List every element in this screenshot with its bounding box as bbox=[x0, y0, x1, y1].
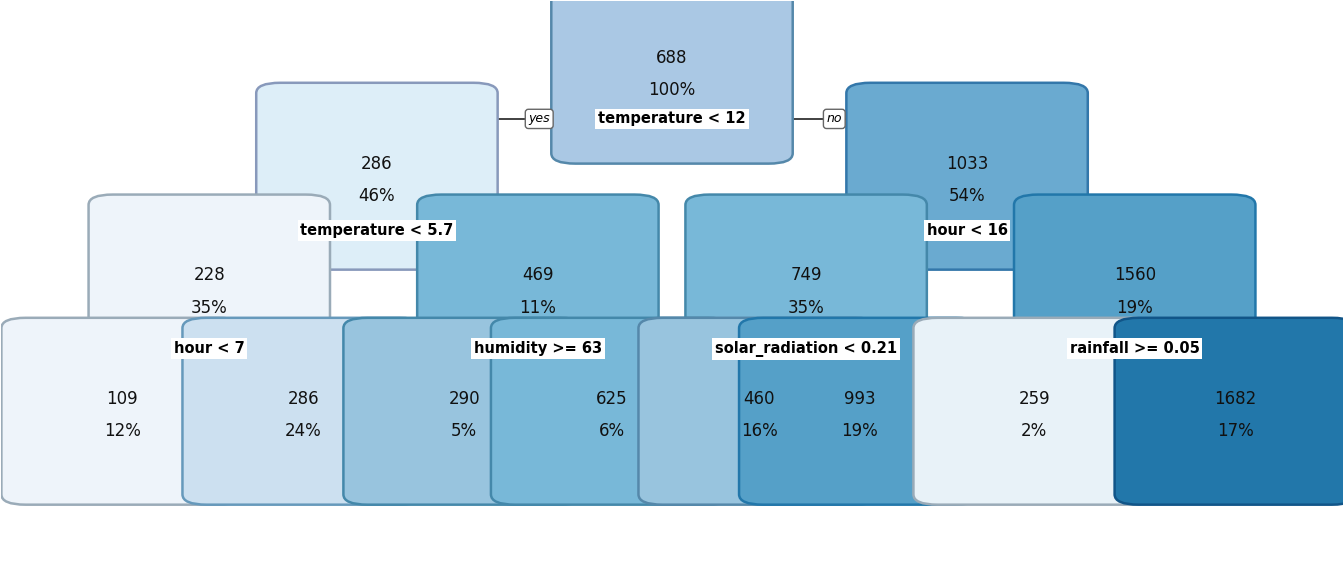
Text: rainfall >= 0.05: rainfall >= 0.05 bbox=[1070, 341, 1200, 357]
Text: 100%: 100% bbox=[648, 81, 696, 99]
FancyBboxPatch shape bbox=[89, 195, 331, 381]
FancyBboxPatch shape bbox=[183, 318, 423, 505]
Text: temperature < 5.7: temperature < 5.7 bbox=[300, 223, 453, 238]
Text: 749: 749 bbox=[790, 266, 823, 285]
FancyBboxPatch shape bbox=[551, 0, 793, 164]
FancyBboxPatch shape bbox=[847, 83, 1087, 270]
Text: 1033: 1033 bbox=[946, 154, 988, 173]
Text: hour < 16: hour < 16 bbox=[926, 223, 1008, 238]
FancyBboxPatch shape bbox=[638, 318, 880, 505]
FancyBboxPatch shape bbox=[1114, 318, 1344, 505]
FancyBboxPatch shape bbox=[685, 195, 927, 381]
Text: hour < 7: hour < 7 bbox=[173, 341, 245, 357]
Text: 1682: 1682 bbox=[1214, 389, 1257, 408]
Text: 46%: 46% bbox=[359, 187, 395, 205]
Text: 1560: 1560 bbox=[1114, 266, 1156, 285]
Text: 11%: 11% bbox=[519, 299, 556, 317]
Text: 5%: 5% bbox=[452, 422, 477, 440]
FancyBboxPatch shape bbox=[914, 318, 1154, 505]
Text: 625: 625 bbox=[595, 389, 628, 408]
Text: 290: 290 bbox=[449, 389, 480, 408]
Text: 109: 109 bbox=[106, 389, 138, 408]
FancyBboxPatch shape bbox=[1013, 195, 1255, 381]
Text: 286: 286 bbox=[288, 389, 319, 408]
Text: 6%: 6% bbox=[598, 422, 625, 440]
Text: 228: 228 bbox=[194, 266, 226, 285]
FancyBboxPatch shape bbox=[344, 318, 585, 505]
FancyBboxPatch shape bbox=[417, 195, 659, 381]
Text: 460: 460 bbox=[743, 389, 775, 408]
Text: 35%: 35% bbox=[788, 299, 824, 317]
Text: 19%: 19% bbox=[1117, 299, 1153, 317]
Text: 12%: 12% bbox=[103, 422, 141, 440]
Text: humidity >= 63: humidity >= 63 bbox=[474, 341, 602, 357]
Text: solar_radiation < 0.21: solar_radiation < 0.21 bbox=[715, 341, 898, 357]
Text: 54%: 54% bbox=[949, 187, 985, 205]
FancyBboxPatch shape bbox=[491, 318, 732, 505]
Text: 469: 469 bbox=[521, 266, 554, 285]
Text: 35%: 35% bbox=[191, 299, 227, 317]
Text: temperature < 12: temperature < 12 bbox=[598, 111, 746, 126]
Text: yes: yes bbox=[528, 112, 550, 126]
FancyBboxPatch shape bbox=[1, 318, 243, 505]
Text: no: no bbox=[827, 112, 843, 126]
Text: 286: 286 bbox=[362, 154, 392, 173]
Text: 24%: 24% bbox=[285, 422, 321, 440]
Text: 19%: 19% bbox=[841, 422, 878, 440]
Text: 16%: 16% bbox=[741, 422, 778, 440]
FancyBboxPatch shape bbox=[739, 318, 981, 505]
Text: 17%: 17% bbox=[1216, 422, 1254, 440]
FancyBboxPatch shape bbox=[257, 83, 497, 270]
Text: 259: 259 bbox=[1019, 389, 1050, 408]
Text: 2%: 2% bbox=[1021, 422, 1047, 440]
Text: 688: 688 bbox=[656, 48, 688, 67]
Text: 993: 993 bbox=[844, 389, 875, 408]
